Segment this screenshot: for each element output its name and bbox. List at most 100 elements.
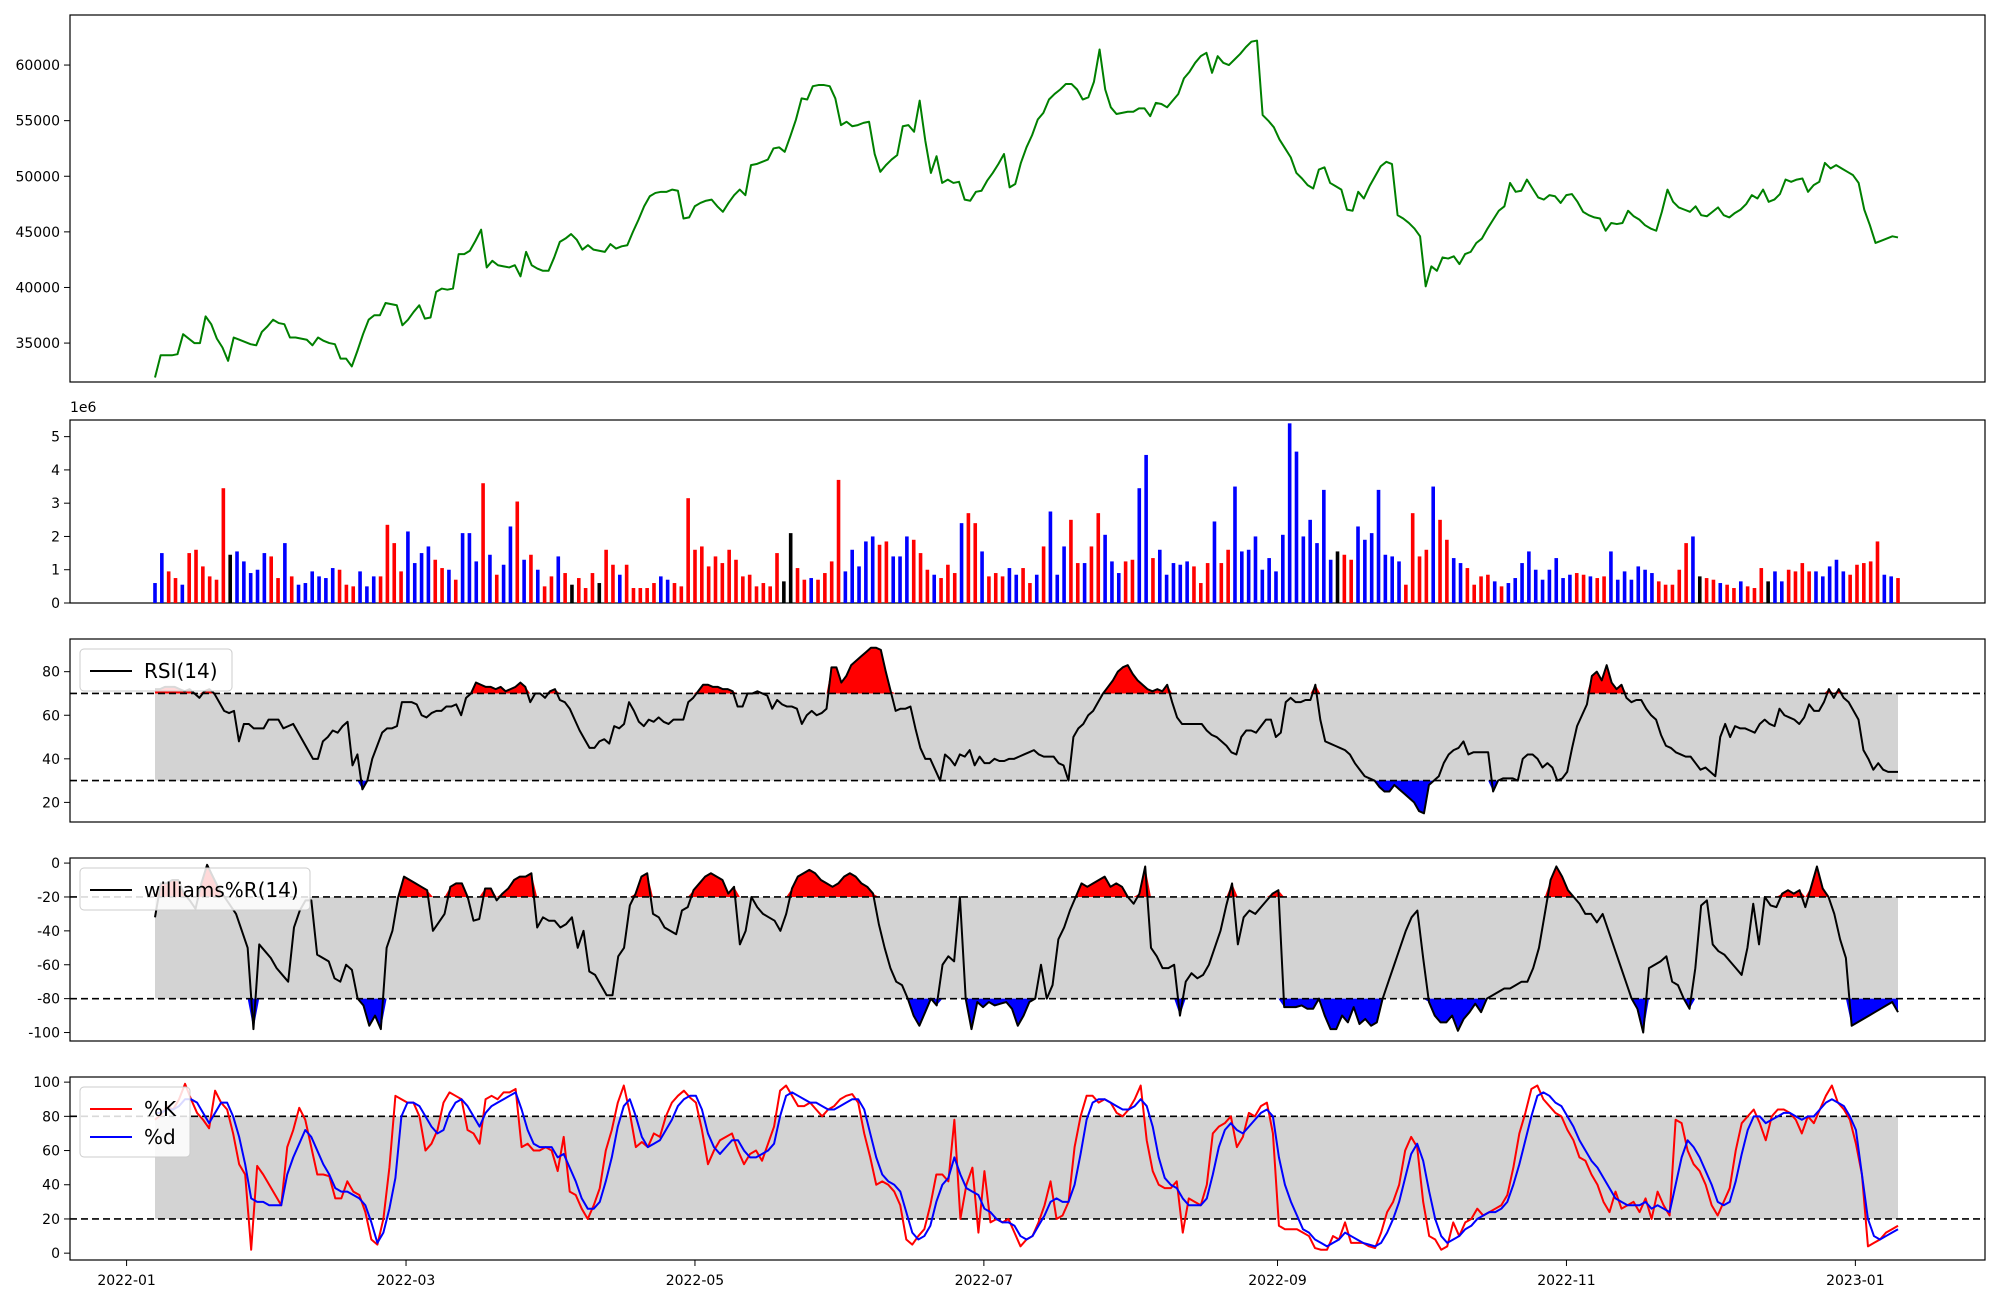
volume-bar bbox=[1000, 576, 1005, 603]
volume-bar bbox=[563, 573, 567, 603]
volume-bar bbox=[1540, 579, 1545, 603]
volume-bar bbox=[993, 573, 998, 603]
volume-bar bbox=[1855, 564, 1859, 603]
volume-bar bbox=[371, 576, 376, 603]
y-tick-label: 5 bbox=[51, 430, 60, 446]
volume-bar bbox=[248, 573, 253, 603]
volume-bar bbox=[1369, 533, 1374, 603]
y-tick-label: -20 bbox=[37, 890, 60, 906]
volume-bar bbox=[474, 561, 479, 603]
volume-bar bbox=[1021, 568, 1025, 603]
volume-bar bbox=[1410, 513, 1415, 603]
volume-bar bbox=[344, 584, 349, 603]
volume-bar bbox=[1390, 556, 1394, 603]
legend-label: %d bbox=[144, 1125, 176, 1149]
volume-bar bbox=[1014, 574, 1019, 603]
volume-bar bbox=[1499, 586, 1504, 603]
volume-bar bbox=[1240, 551, 1244, 603]
volume-bar bbox=[1752, 588, 1757, 603]
volume-bar bbox=[1670, 584, 1675, 603]
volume-bar bbox=[1568, 574, 1572, 603]
volume-bar bbox=[1622, 571, 1627, 603]
volume-bar bbox=[891, 556, 896, 603]
volume-bar bbox=[611, 564, 615, 603]
y-tick-label: 80 bbox=[42, 1109, 60, 1125]
volume-bar bbox=[1725, 584, 1729, 603]
volume-bar bbox=[1157, 549, 1162, 603]
volume-bar bbox=[1807, 571, 1811, 603]
volume-bar bbox=[201, 566, 205, 603]
volume-bar bbox=[761, 583, 766, 603]
volume-bar bbox=[1574, 573, 1579, 603]
volume-bar bbox=[713, 556, 718, 603]
volume-bar bbox=[1130, 559, 1135, 603]
y-tick-label: 40 bbox=[42, 1178, 60, 1194]
volume-bar bbox=[1281, 534, 1285, 603]
volume-bar bbox=[829, 561, 834, 603]
volume-bar bbox=[1185, 561, 1189, 603]
volume-bar bbox=[399, 571, 403, 603]
volume-bar bbox=[1089, 546, 1094, 603]
volume-bar bbox=[1123, 561, 1128, 603]
volume-bar bbox=[1506, 583, 1511, 603]
volume-bar bbox=[1609, 551, 1613, 603]
volume-bar bbox=[1684, 543, 1688, 603]
volume-bar bbox=[351, 586, 356, 603]
volume-bar bbox=[1882, 574, 1887, 603]
volume-bar bbox=[1451, 558, 1456, 603]
volume-bar bbox=[262, 553, 267, 603]
volume-bar bbox=[358, 571, 362, 603]
axes-frame bbox=[69, 857, 1986, 1042]
volume-bar bbox=[795, 568, 800, 603]
volume-bar bbox=[1048, 511, 1053, 603]
volume-bar bbox=[1082, 563, 1087, 603]
x-tick-label: 2022-07 bbox=[955, 1273, 1014, 1289]
oversold-fill bbox=[155, 998, 1898, 1033]
volume-bar bbox=[166, 571, 171, 603]
volume-bar bbox=[905, 536, 909, 603]
volume-bar bbox=[1301, 536, 1306, 603]
volume-bar bbox=[1137, 488, 1142, 603]
volume-bar bbox=[1841, 571, 1846, 603]
volume-bar bbox=[453, 579, 458, 603]
volume-bar bbox=[624, 564, 629, 603]
volume-bar bbox=[1486, 574, 1490, 603]
volume-bar bbox=[406, 531, 410, 603]
volume-bar bbox=[1656, 581, 1661, 603]
volume-bar bbox=[1513, 578, 1518, 603]
volume-bar bbox=[1342, 554, 1347, 603]
volume-bar bbox=[1349, 559, 1353, 603]
volume-bar bbox=[1028, 583, 1032, 603]
volume-bar bbox=[488, 554, 492, 603]
volume-bar bbox=[1260, 569, 1265, 603]
volume-bar bbox=[857, 566, 861, 603]
volume-bar bbox=[1595, 578, 1600, 603]
volume-bar bbox=[1226, 549, 1230, 603]
volume-bar bbox=[1465, 568, 1470, 603]
volume-bar bbox=[1253, 536, 1258, 603]
volume-bar bbox=[1615, 579, 1620, 603]
series-line bbox=[155, 646, 1898, 815]
volume-bar bbox=[946, 564, 950, 603]
y-tick-label: 2 bbox=[51, 529, 60, 545]
volume-bar bbox=[1704, 578, 1709, 603]
volume-bar bbox=[242, 561, 246, 603]
x-tick-label: 2023-01 bbox=[1826, 1273, 1885, 1289]
volume-bar bbox=[1383, 554, 1388, 603]
volume-bar bbox=[768, 586, 772, 603]
overbought-fill bbox=[155, 647, 1898, 694]
volume-bar bbox=[884, 541, 889, 603]
volume-bar bbox=[645, 588, 649, 603]
y-tick-label: 40 bbox=[42, 752, 60, 768]
volume-bar bbox=[337, 569, 342, 603]
y-tick-label: -80 bbox=[37, 992, 60, 1008]
volume-bar bbox=[1417, 556, 1422, 603]
volume-bar bbox=[1773, 571, 1777, 603]
y-tick-label: 1 bbox=[51, 563, 60, 579]
volume-bar bbox=[1205, 563, 1210, 603]
volume-bar bbox=[727, 549, 731, 603]
volume-bar bbox=[1096, 513, 1101, 603]
volume-bar bbox=[494, 574, 499, 603]
volume-bar bbox=[481, 483, 485, 603]
volume-bar bbox=[1697, 576, 1702, 603]
